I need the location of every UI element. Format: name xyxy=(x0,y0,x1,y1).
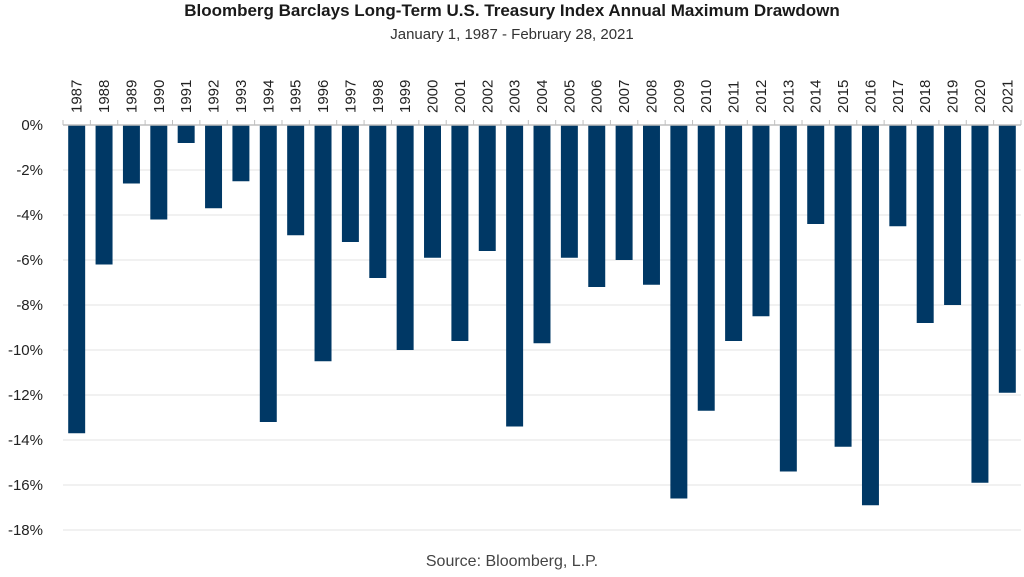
x-tick-label: 1991 xyxy=(178,80,195,113)
x-tick-label: 1992 xyxy=(206,80,223,113)
x-tick-label: 2000 xyxy=(425,80,442,113)
x-tick-label: 1988 xyxy=(96,80,113,113)
x-tick-label: 2010 xyxy=(698,80,715,113)
bar-1998 xyxy=(369,125,387,278)
y-tick-label: -8% xyxy=(16,297,43,314)
x-tick-label: 2011 xyxy=(726,81,743,113)
x-tick-label: 2003 xyxy=(507,80,524,113)
x-tick-label: 1999 xyxy=(397,80,414,113)
chart-title: Bloomberg Barclays Long-Term U.S. Treasu… xyxy=(184,1,840,20)
chart-subtitle: January 1, 1987 - February 28, 2021 xyxy=(390,26,634,43)
y-tick-label: -16% xyxy=(8,477,43,494)
bar-1997 xyxy=(341,125,359,242)
bar-2003 xyxy=(506,125,524,427)
x-tick-label: 2005 xyxy=(561,80,578,113)
x-tick-label: 2001 xyxy=(452,80,469,113)
x-tick-label: 2004 xyxy=(534,80,551,113)
x-tick-label: 2012 xyxy=(753,80,770,113)
bar-2019 xyxy=(944,125,962,305)
bar-1995 xyxy=(287,125,305,236)
chart-source: Source: Bloomberg, L.P. xyxy=(425,553,599,570)
bar-2012 xyxy=(752,125,770,317)
bar-1993 xyxy=(232,125,250,182)
x-tick-label: 1996 xyxy=(315,80,332,113)
bar-2008 xyxy=(643,125,660,285)
x-tick-label: 1995 xyxy=(288,80,305,113)
x-tick-label: 1997 xyxy=(342,80,359,113)
bar-1994 xyxy=(259,125,277,422)
x-tick-label: 2013 xyxy=(780,80,797,113)
x-tick-label: 1987 xyxy=(69,80,86,113)
x-tick-label: 2007 xyxy=(616,80,633,113)
x-tick-label: 2006 xyxy=(589,80,606,113)
bar-2011 xyxy=(725,125,743,341)
y-tick-label: -2% xyxy=(16,162,43,179)
bar-2015 xyxy=(834,125,852,447)
bar-1988 xyxy=(95,125,113,265)
x-tick-label: 2015 xyxy=(835,80,852,113)
bar-2021 xyxy=(998,125,1016,393)
x-tick-label: 1994 xyxy=(260,80,277,113)
gridlines xyxy=(63,169,1021,531)
y-tick-label: -18% xyxy=(8,522,43,539)
bar-1987 xyxy=(68,125,86,434)
y-tick-label: -10% xyxy=(8,342,43,359)
y-tick-label: -12% xyxy=(8,387,43,404)
bar-2001 xyxy=(451,125,469,341)
x-tick-label: 2019 xyxy=(945,80,962,113)
x-tick-label: 2016 xyxy=(862,80,879,113)
bar-2006 xyxy=(588,125,606,287)
x-tick-label: 1993 xyxy=(233,80,250,113)
bar-1991 xyxy=(177,125,195,143)
bar-2020 xyxy=(971,125,989,483)
x-tick-label: 2002 xyxy=(479,80,496,113)
y-tick-label: 0% xyxy=(21,117,43,134)
x-tick-label: 2008 xyxy=(643,80,660,113)
x-tick-label: 2014 xyxy=(808,80,825,113)
y-axis-tick-labels: 0% -2% -4% -6% -8% -10% -12% -14% -16% -18% xyxy=(8,117,43,539)
x-tick-label: 1998 xyxy=(370,80,387,113)
bar-2004 xyxy=(533,125,551,344)
bar-1990 xyxy=(150,125,168,220)
bar-2000 xyxy=(424,125,441,258)
y-tick-label: -14% xyxy=(8,432,43,449)
y-tick-label: -4% xyxy=(16,207,43,224)
bar-2005 xyxy=(560,125,578,258)
bar-2018 xyxy=(916,125,934,323)
x-tick-label: 2020 xyxy=(972,80,989,113)
bar-1996 xyxy=(314,125,332,362)
bar-2017 xyxy=(889,125,907,227)
bar-2016 xyxy=(861,125,879,506)
x-tick-label: 2009 xyxy=(671,80,688,113)
bar-1989 xyxy=(122,125,140,184)
bar-1999 xyxy=(396,125,414,350)
y-tick-label: -6% xyxy=(16,252,43,269)
bar-2002 xyxy=(478,125,496,251)
bars xyxy=(68,125,1016,506)
bar-1992 xyxy=(205,125,223,209)
bar-2010 xyxy=(697,125,715,411)
bar-2009 xyxy=(670,125,688,499)
x-axis xyxy=(62,120,1022,126)
bar-2013 xyxy=(779,125,797,472)
x-axis-tick-labels: 1987 1988 1989 1990 1991 1992 1993 1994 1995 1996… xyxy=(69,80,1017,113)
x-tick-label: 1990 xyxy=(151,80,168,113)
x-tick-label: 2017 xyxy=(890,80,907,113)
x-tick-label: 2021 xyxy=(999,80,1016,113)
bar-2007 xyxy=(615,125,633,260)
x-tick-label: 1989 xyxy=(123,80,140,113)
bar-2014 xyxy=(807,125,825,224)
x-tick-label: 2018 xyxy=(917,80,934,113)
